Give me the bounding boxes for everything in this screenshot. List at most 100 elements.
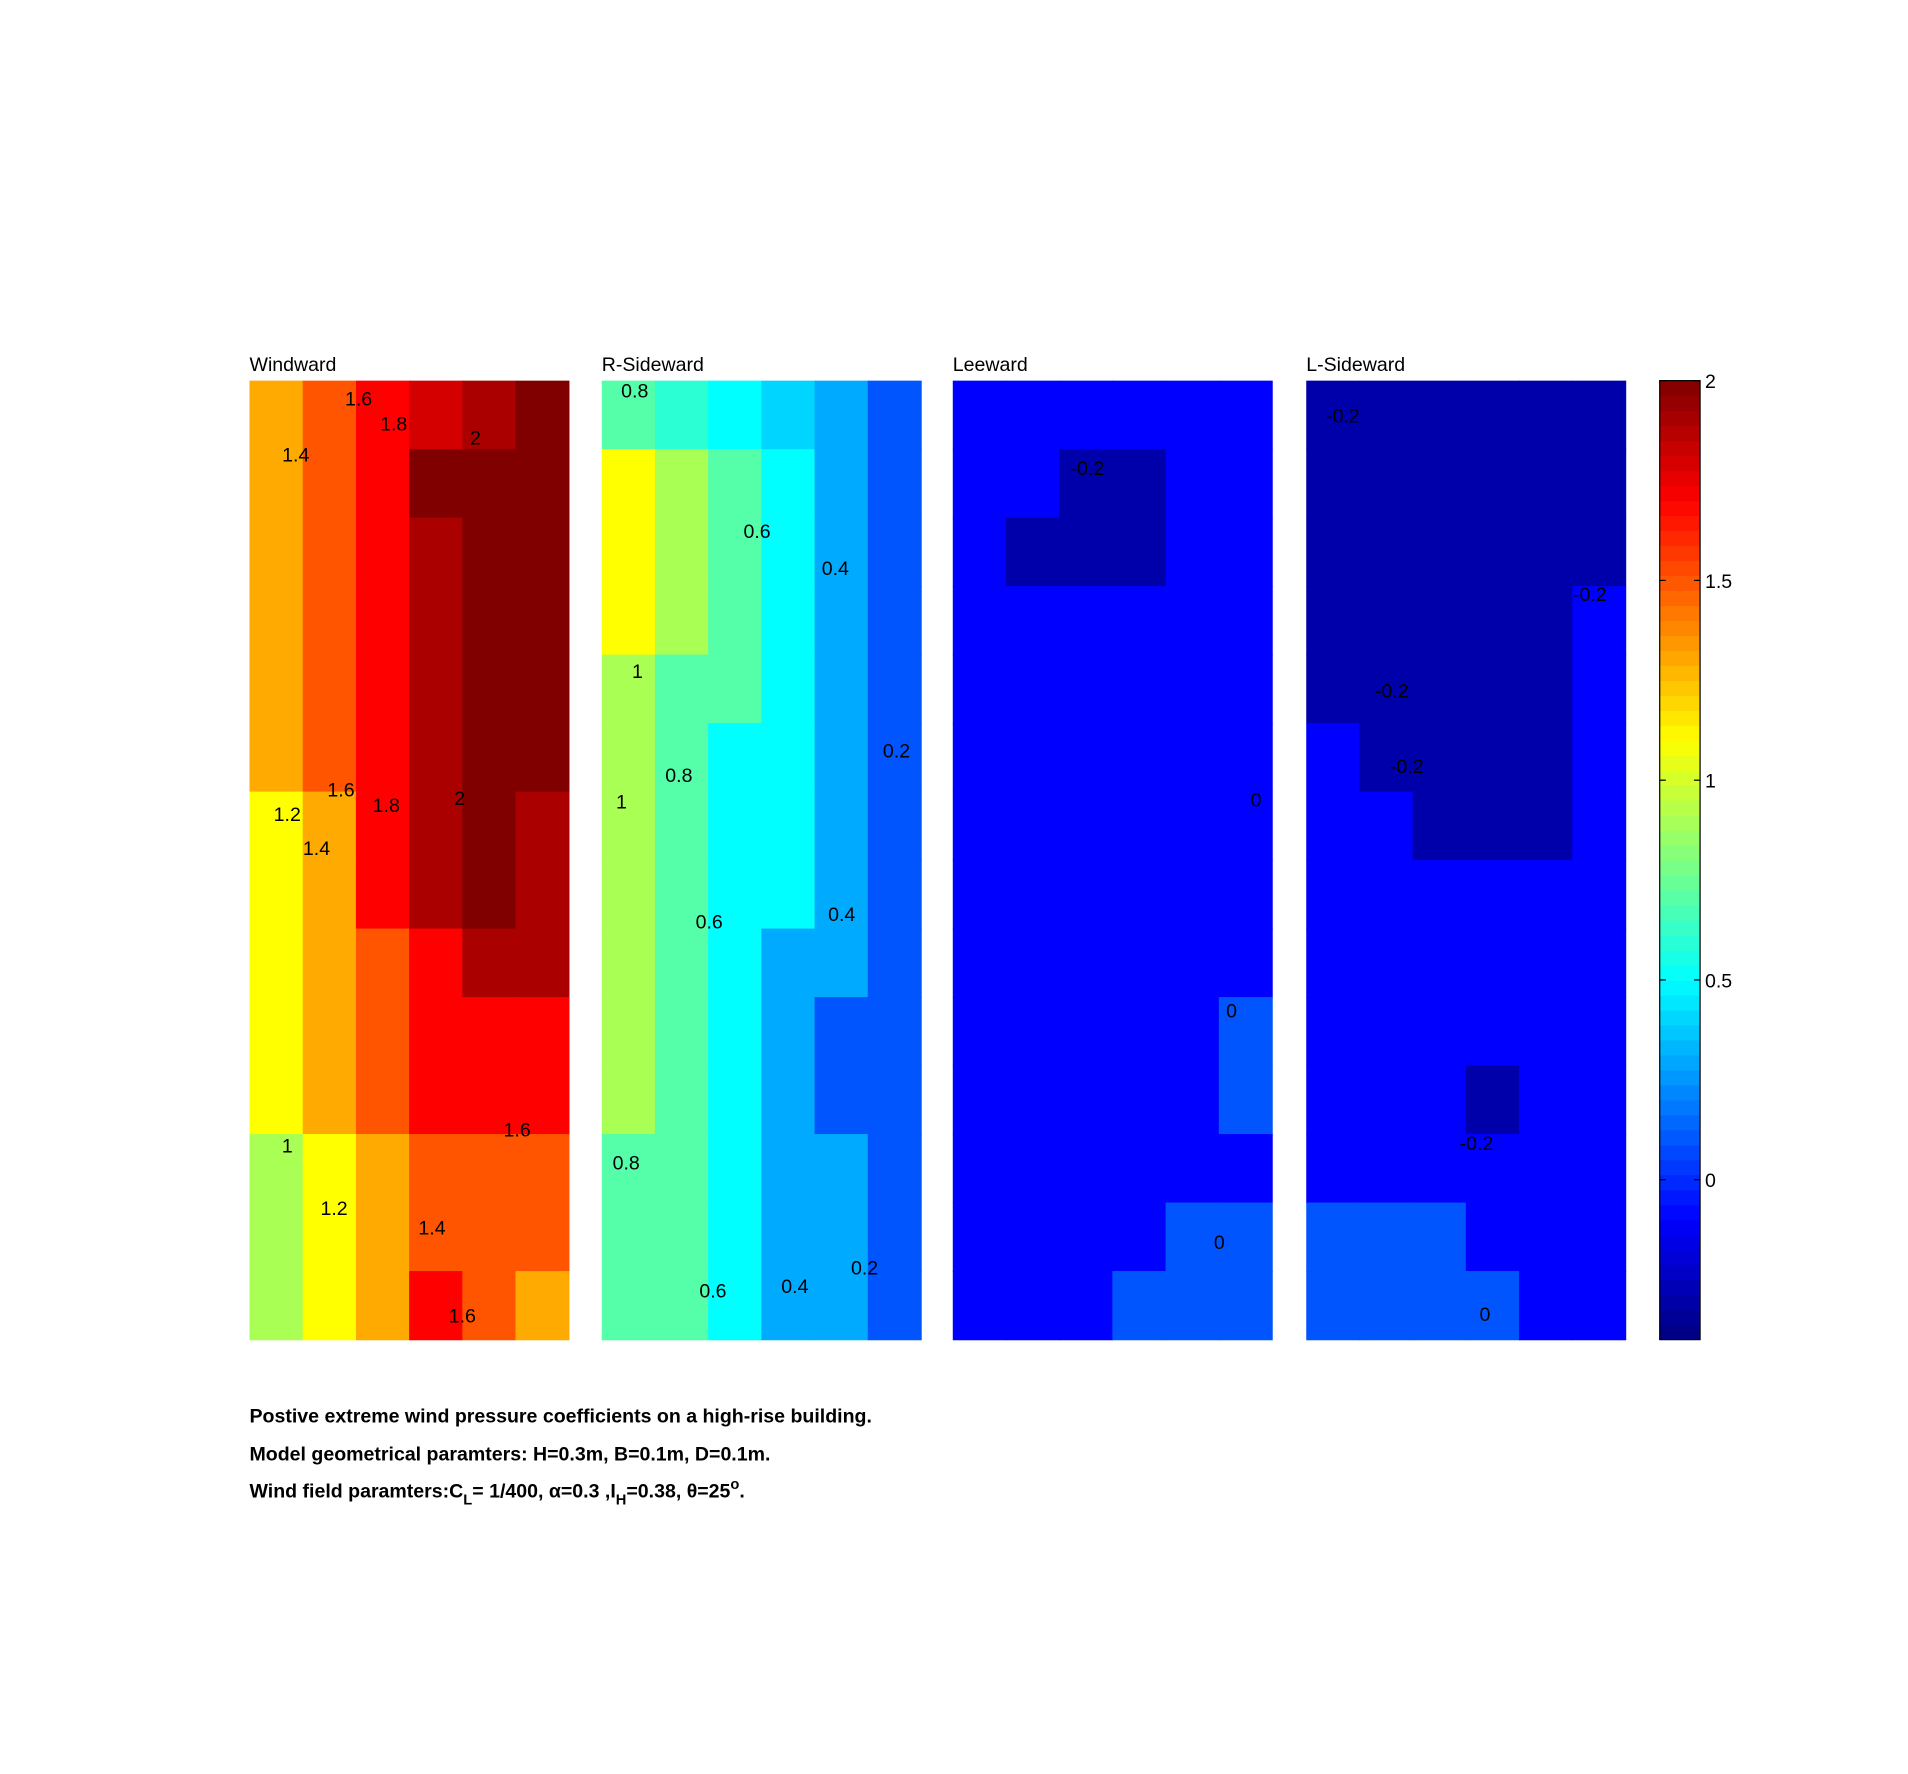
- contour-cell: [1519, 654, 1573, 724]
- contour-cell: [1059, 380, 1114, 450]
- contour-cell: [814, 449, 869, 519]
- contour-cell: [302, 517, 357, 587]
- contour-cell: [409, 654, 464, 724]
- colorbar-frame: [1659, 380, 1701, 1341]
- contour-cell: [867, 1134, 922, 1204]
- contour-cell: [1218, 860, 1273, 930]
- contour-cell: [1059, 1065, 1114, 1135]
- contour-cell: [1306, 928, 1361, 998]
- contour-cell: [515, 449, 570, 519]
- contour-cell: [1112, 586, 1167, 656]
- contour-cell: [761, 997, 816, 1067]
- contour-cell: [654, 517, 709, 587]
- contour-label: 0: [1480, 1304, 1491, 1326]
- colorbar-strip: [1659, 380, 1701, 397]
- caption-line: Postive extreme wind pressure coefficien…: [250, 1406, 872, 1428]
- contour-cell: [1306, 1134, 1361, 1204]
- contour-label: 1.4: [418, 1218, 445, 1240]
- contour-cell: [761, 1271, 816, 1341]
- contour-cell: [708, 517, 763, 587]
- contour-cell: [1005, 1202, 1060, 1272]
- contour-cell: [355, 928, 410, 998]
- contour-cell: [355, 1202, 410, 1272]
- contour-cell: [515, 928, 570, 998]
- contour-cell: [302, 586, 357, 656]
- contour-cell: [1412, 791, 1467, 861]
- contour-cell: [1218, 1134, 1273, 1204]
- contour-cell: [814, 860, 869, 930]
- contour-cell: [1359, 1134, 1414, 1204]
- panel-title: R-Sideward: [602, 354, 704, 376]
- contour-cell: [1465, 654, 1520, 724]
- contour-cell: [302, 449, 357, 519]
- contour-cell: [1059, 1271, 1114, 1341]
- contour-cell: [302, 1271, 357, 1341]
- contour-cell: [355, 860, 410, 930]
- contour-cell: [1465, 1134, 1520, 1204]
- colorbar-strip: [1659, 575, 1701, 592]
- contour-cell: [1112, 654, 1167, 724]
- contour-cell: [249, 1202, 304, 1272]
- contour-cell: [601, 791, 656, 861]
- contour-cell: [1412, 1271, 1467, 1341]
- contour-cell: [1519, 928, 1573, 998]
- colorbar-strip: [1659, 1219, 1701, 1236]
- contour-cell: [515, 791, 570, 861]
- contour-cell: [409, 380, 464, 450]
- colorbar-strip: [1659, 905, 1701, 921]
- contour-cell: [1165, 791, 1220, 861]
- colorbar-strip: [1659, 979, 1701, 996]
- contour-label: 0.4: [822, 558, 849, 580]
- contour-cell: [1218, 449, 1273, 519]
- contour-cell: [708, 586, 763, 656]
- contour-cell: [1572, 791, 1627, 861]
- contour-label: 1.4: [282, 444, 309, 466]
- contour-cell: [952, 1271, 1007, 1341]
- contour-cell: [249, 860, 304, 930]
- contour-cell: [814, 380, 869, 450]
- contour-cell: [1519, 723, 1573, 793]
- contour-cell: [867, 1271, 922, 1341]
- contour-cell: [1572, 860, 1627, 930]
- colorbar-strip: [1659, 800, 1701, 816]
- contour-cell: [654, 928, 709, 998]
- contour-label: -0.2: [1375, 681, 1409, 703]
- contour-cell: [462, 723, 517, 793]
- contour-cell: [355, 380, 410, 450]
- contour-cell: [1112, 1271, 1167, 1341]
- contour-cell: [1112, 1134, 1167, 1204]
- contour-cell: [952, 860, 1007, 930]
- contour-cell: [462, 1134, 517, 1204]
- contour-cell: [952, 380, 1007, 450]
- contour-cell: [1306, 997, 1361, 1067]
- contour-cell: [952, 928, 1007, 998]
- colorbar-strip: [1659, 1024, 1701, 1041]
- contour-cell: [515, 860, 570, 930]
- contour-cell: [1005, 517, 1060, 587]
- contour-cell: [462, 449, 517, 519]
- contour-cell: [601, 997, 656, 1067]
- contour-cell: [1059, 654, 1114, 724]
- contour-cell: [867, 791, 922, 861]
- contour-cell: [1359, 928, 1414, 998]
- contour-label: 0: [1251, 790, 1262, 812]
- contour-cell: [1359, 654, 1414, 724]
- colorbar-tick-label: 1: [1705, 771, 1716, 793]
- colorbar-strip: [1659, 949, 1701, 966]
- contour-cell: [1412, 1065, 1467, 1135]
- colorbar-strip: [1659, 1054, 1701, 1071]
- contour-cell: [761, 517, 816, 587]
- contour-cell: [867, 1065, 922, 1135]
- colorbar-strip: [1659, 605, 1701, 621]
- contour-cell: [1059, 723, 1114, 793]
- colorbar-strip: [1659, 920, 1701, 936]
- contour-cell: [1306, 860, 1361, 930]
- contour-cell: [814, 654, 869, 724]
- contour-cell: [302, 997, 357, 1067]
- contour-label: 0.8: [621, 381, 648, 403]
- contour-cell: [1218, 1271, 1273, 1341]
- contour-cell: [1005, 654, 1060, 724]
- contour-cell: [867, 1202, 922, 1272]
- contour-cell: [1306, 1271, 1361, 1341]
